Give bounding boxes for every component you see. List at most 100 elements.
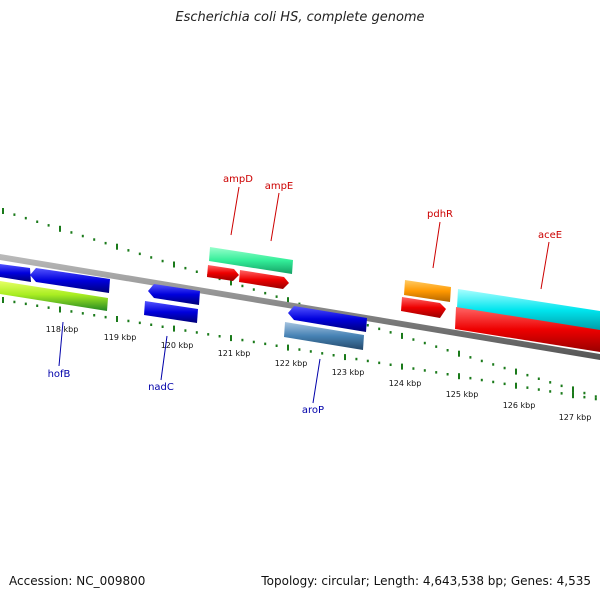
gene-ampE-arrow[interactable] — [239, 270, 289, 289]
reverse-tick — [287, 344, 289, 351]
reverse-tick — [138, 321, 141, 325]
gene-label-ampD[interactable]: ampD — [223, 174, 253, 185]
gene-red-arrow-pdhR[interactable] — [401, 297, 446, 318]
forward-tick — [378, 327, 381, 331]
reverse-tick — [264, 342, 267, 346]
forward-tick — [127, 249, 130, 252]
forward-tick — [435, 345, 438, 348]
forward-tick — [492, 363, 495, 366]
leader-hofB — [58, 321, 64, 367]
gene-label-hofB[interactable]: hofB — [48, 369, 71, 380]
reverse-tick — [252, 340, 255, 344]
reverse-tick — [13, 300, 16, 304]
forward-tick — [412, 338, 415, 341]
gene-blue-arrow-left[interactable] — [30, 268, 110, 293]
reverse-tick — [435, 371, 438, 374]
gene-ampD-arrow[interactable] — [207, 265, 239, 281]
reverse-tick — [81, 312, 84, 315]
reverse-tick — [298, 348, 301, 351]
gene-hofB-lime[interactable] — [0, 281, 108, 311]
forward-gene-labels: ampD ampE pdhR aceE — [223, 174, 562, 241]
gene-label-nadC[interactable]: nadC — [148, 382, 174, 393]
forward-tick — [264, 291, 267, 295]
forward-tick — [287, 297, 289, 304]
reverse-tick — [93, 314, 96, 317]
reverse-tick — [515, 382, 517, 389]
gene-label-aceE[interactable]: aceE — [538, 230, 562, 241]
reverse-tick — [24, 302, 27, 306]
reverse-tick — [59, 306, 61, 313]
reverse-tick — [2, 297, 4, 303]
kbp-label-119: 119 kbp — [104, 333, 137, 342]
gene-pdhR-block[interactable] — [404, 280, 451, 302]
forward-tick — [583, 391, 586, 395]
gene-blue-left-edge[interactable] — [0, 264, 31, 282]
gene-red-long[interactable] — [455, 307, 600, 352]
reverse-tick — [537, 388, 540, 391]
forward-tick — [116, 243, 118, 250]
label-leaders — [58, 186, 550, 404]
reverse-tick — [218, 335, 221, 338]
forward-tick — [526, 373, 529, 377]
reverse-tick — [195, 331, 198, 334]
leader-aceE — [540, 241, 550, 290]
forward-tick — [161, 259, 164, 263]
reverse-tick — [36, 304, 39, 307]
forward-tick — [47, 224, 50, 227]
reverse-tick — [70, 310, 73, 313]
reverse-tick — [230, 335, 232, 342]
leader-aroP — [312, 358, 321, 404]
forward-tick — [104, 241, 107, 245]
reverse-tick — [355, 357, 358, 361]
reverse-tick — [469, 376, 472, 380]
gene-aceE-block[interactable] — [457, 289, 600, 331]
reverse-tick — [127, 319, 130, 323]
forward-tick — [138, 252, 141, 256]
forward-tick — [537, 377, 540, 380]
forward-tick — [70, 231, 73, 234]
reverse-tick — [309, 350, 312, 353]
kbp-label-123: 123 kbp — [332, 368, 365, 377]
forward-tick — [423, 341, 426, 345]
topology-text: Topology: circular; Length: 4,643,538 bp… — [261, 574, 591, 588]
forward-tick — [93, 238, 96, 241]
kbp-label-121: 121 kbp — [218, 349, 251, 358]
forward-tick — [298, 302, 301, 306]
reverse-tick — [560, 392, 563, 395]
forward-tick — [469, 356, 472, 359]
accession-text: Accession: NC_009800 — [9, 574, 146, 588]
forward-tick — [275, 295, 278, 298]
reverse-tick — [423, 369, 426, 372]
reverse-tick — [366, 359, 369, 363]
forward-tick — [195, 270, 198, 273]
forward-tick — [549, 381, 552, 384]
kbp-label-120: 120 kbp — [161, 341, 194, 350]
reverse-tick — [549, 390, 552, 393]
gene-label-ampE[interactable]: ampE — [265, 181, 294, 192]
reverse-tick — [332, 354, 335, 357]
reverse-tick — [401, 363, 403, 370]
gene-nadC-block[interactable] — [144, 301, 198, 323]
forward-tick — [252, 288, 255, 291]
reverse-tick — [583, 395, 586, 399]
reverse-tick — [241, 338, 244, 342]
gene-aroP-arrow[interactable] — [288, 306, 367, 332]
forward-tick — [480, 359, 483, 363]
forward-genes — [207, 247, 600, 352]
forward-tick — [184, 266, 187, 270]
gene-teal-block[interactable] — [209, 247, 293, 274]
gene-aroP-steel[interactable] — [284, 322, 364, 350]
reverse-tick — [526, 386, 529, 389]
kbp-label-126: 126 kbp — [503, 401, 536, 410]
forward-tick — [241, 284, 244, 288]
gene-label-aroP[interactable]: aroP — [302, 405, 324, 416]
leader-nadC — [160, 335, 168, 381]
forward-tick — [458, 350, 460, 357]
reverse-tick — [173, 325, 175, 332]
reverse-tick — [480, 378, 483, 382]
reverse-tick — [184, 329, 187, 332]
gene-label-pdhR[interactable]: pdhR — [427, 209, 453, 220]
gene-nadC-arrow[interactable] — [148, 284, 200, 305]
forward-tick — [24, 216, 27, 220]
map-title: Escherichia coli HS, complete genome — [175, 10, 425, 25]
